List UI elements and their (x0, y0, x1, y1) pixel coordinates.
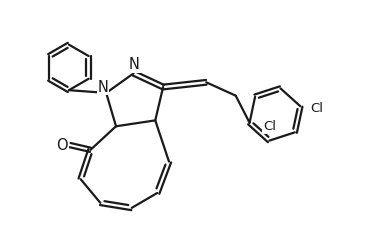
Text: Cl: Cl (310, 102, 323, 115)
Text: Cl: Cl (263, 120, 276, 133)
Text: O: O (56, 138, 68, 153)
Text: N: N (98, 79, 109, 95)
Text: N: N (129, 57, 140, 72)
